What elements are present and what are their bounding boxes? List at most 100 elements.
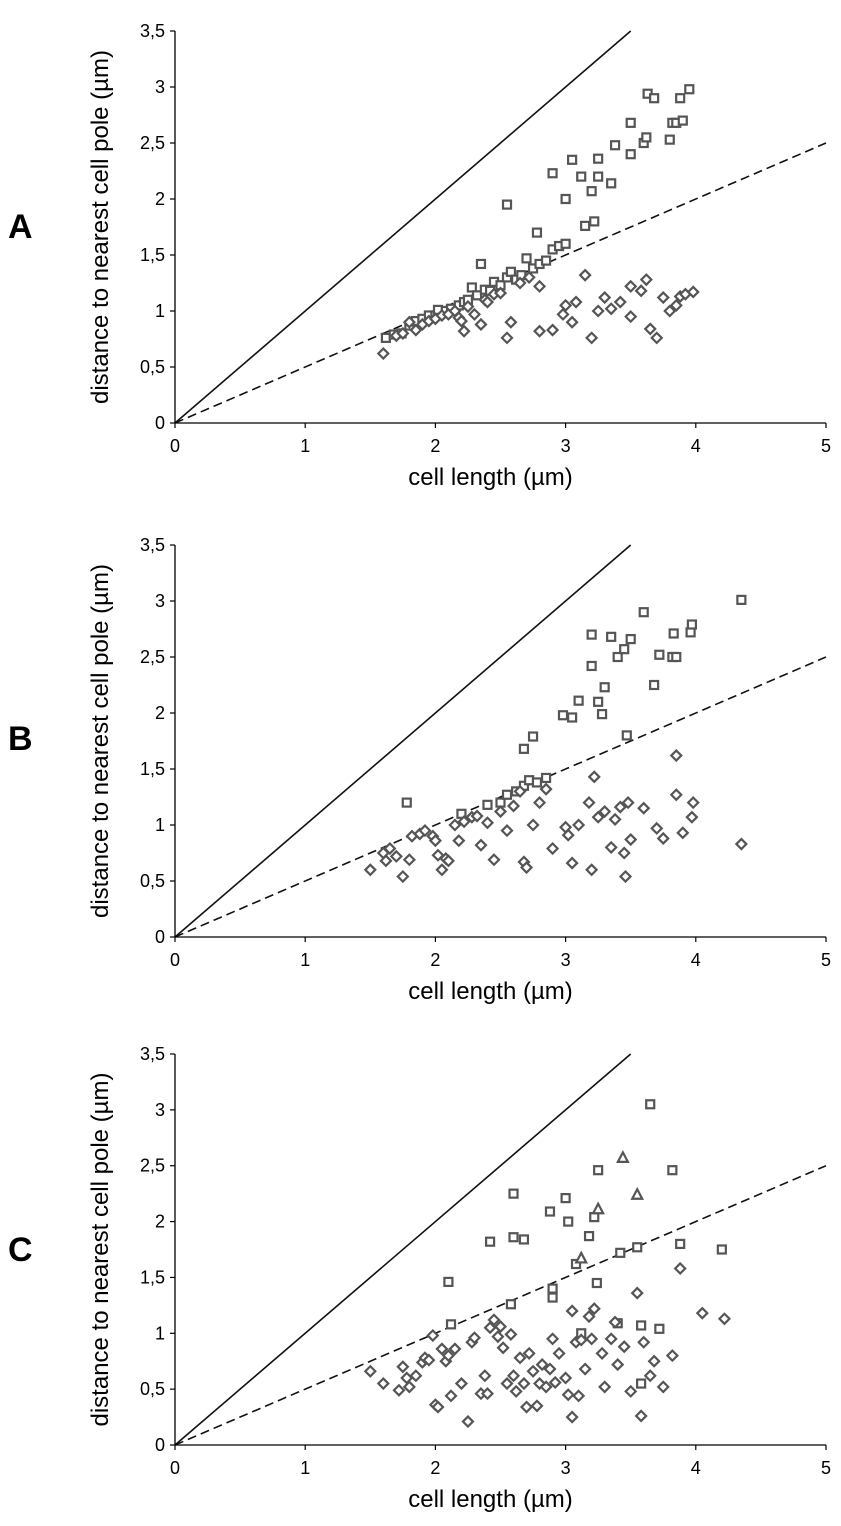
x-tick-label: 1 [300,950,310,970]
data-point-diamond [561,828,575,842]
data-point-diamond [363,1364,377,1378]
y-tick-label: 1 [155,301,165,321]
x-tick-label: 1 [300,1458,310,1478]
data-point-square [443,1276,454,1287]
data-point-diamond [585,863,599,877]
y-tick-label: 3,5 [140,535,165,555]
data-point-diamond [572,818,586,832]
data-point-square [615,1247,626,1258]
x-tick-label: 5 [821,950,831,970]
data-point-diamond [608,1315,622,1329]
x-tick-label: 2 [430,1458,440,1478]
data-point-diamond [500,331,514,345]
data-point-diamond [686,796,700,810]
data-point-diamond [461,299,475,314]
data-point-diamond [559,1371,573,1385]
data-point-diamond [634,1409,648,1423]
y-tick-label: 3 [155,1100,165,1120]
data-point-diamond [582,1309,596,1324]
data-point-diamond [376,347,390,361]
y-axis-title: distance to nearest cell pole (µm) [87,1073,114,1427]
panel-letter: B [8,720,33,758]
data-point-diamond [556,307,570,321]
data-point-diamond [656,831,670,845]
data-point-diamond [574,1333,588,1347]
data-point-diamond [478,1369,492,1383]
data-point-square [521,253,532,264]
x-tick-label: 0 [170,1458,180,1478]
y-tick-label: 1,5 [140,759,165,779]
y-tick-label: 0 [155,1435,165,1455]
data-point-diamond [519,1400,534,1414]
data-point-diamond [402,1380,416,1394]
data-point-diamond [396,869,410,884]
data-point-diamond [585,1332,599,1346]
data-point-diamond [396,326,410,340]
data-point-diamond [643,1369,657,1383]
solid-reference-line [174,30,632,424]
data-point-diamond [618,869,633,884]
data-point-diamond [559,298,573,312]
data-point-diamond [533,324,547,338]
data-point-diamond [669,749,683,763]
data-point-square [625,149,636,160]
data-point-square [684,84,695,95]
data-point-diamond [639,273,653,287]
y-tick-label: 2 [155,1212,165,1232]
data-point-square [649,679,660,691]
data-point-square [593,1165,604,1176]
data-point-diamond [513,1351,527,1365]
x-tick-label: 3 [561,1458,571,1478]
y-tick-label: 1 [155,815,165,835]
data-point-diamond [676,826,690,840]
data-point-diamond [480,1387,495,1401]
data-point-diamond [504,1327,518,1341]
data-point-diamond [604,840,618,854]
y-tick-label: 2,5 [140,647,165,667]
data-point-diamond [383,841,397,856]
y-tick-label: 0,5 [140,1379,165,1399]
data-point-square [636,1378,647,1389]
data-point-diamond [389,849,403,863]
data-point-diamond [506,1369,521,1383]
data-point-diamond [487,1313,501,1327]
data-point-diamond [595,1346,609,1360]
data-point-diamond [480,816,495,830]
data-point-diamond [530,1399,544,1413]
data-point-diamond [552,1346,566,1360]
data-point-diamond [435,863,449,877]
data-point-diamond [685,810,699,824]
panel-letter: C [8,1231,33,1269]
data-point-diamond [569,295,583,309]
data-point-square [606,631,617,642]
data-point-diamond [582,796,596,810]
data-point-diamond [504,315,518,329]
data-point-diamond [565,1410,579,1424]
data-point-diamond [587,770,601,784]
data-point-square [625,117,636,128]
data-point-diamond [543,1362,557,1376]
data-point-diamond [480,295,495,309]
x-tick-label: 4 [691,436,701,456]
x-axis-title: cell length (µm) [408,464,573,491]
data-point-diamond [565,1304,579,1318]
data-point-square [599,682,610,693]
data-point-diamond [587,1302,601,1316]
dashed-reference-line [174,656,827,938]
data-point-diamond [493,1320,508,1334]
data-point-triangle [574,1250,589,1264]
data-point-diamond [500,1377,514,1391]
data-point-diamond [426,1328,440,1343]
data-point-square [505,266,517,277]
data-point-diamond [591,810,605,824]
data-point-triangle [591,1201,605,1215]
data-point-diamond [363,863,377,877]
data-point-square [471,290,483,301]
data-point-diamond [578,268,592,282]
data-point-diamond [624,1384,638,1398]
data-point-square [586,660,597,672]
data-point-square [475,258,487,270]
data-point-square [540,772,552,784]
solid-reference-line [174,1053,632,1446]
data-point-diamond [402,853,416,867]
